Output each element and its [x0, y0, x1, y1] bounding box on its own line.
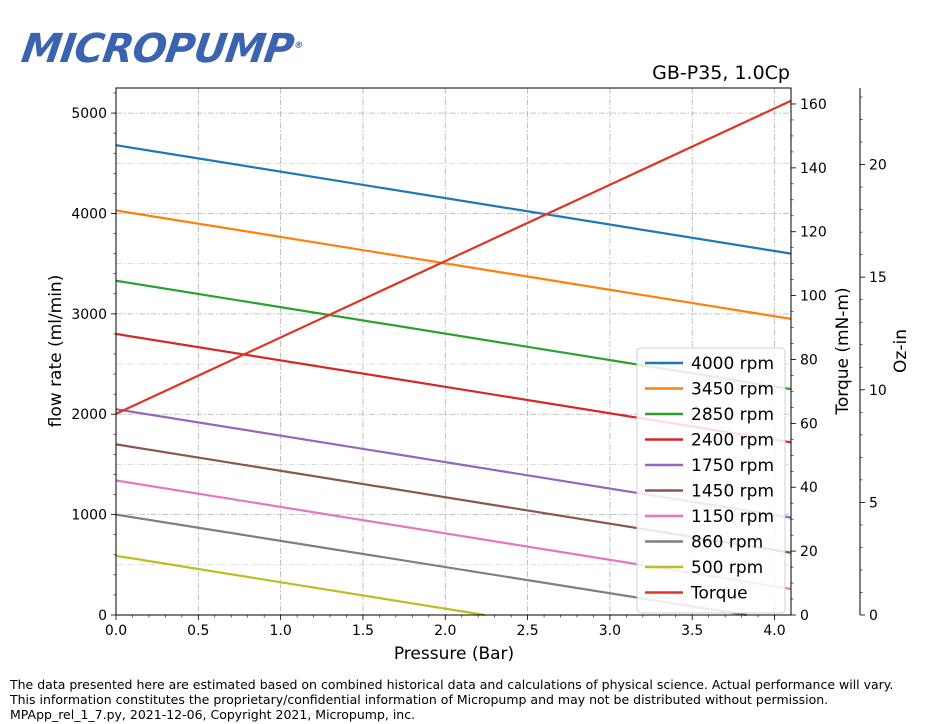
y3-tick-label: 10: [869, 383, 887, 399]
x-tick-label: 2.5: [516, 623, 538, 639]
y3-tick-label: 0: [869, 608, 878, 624]
y-tick-label: 3000: [71, 307, 107, 323]
series-line-4000-rpm: [115, 144, 792, 255]
legend-label: Torque: [690, 584, 748, 604]
y2-tick-label: 20: [800, 544, 818, 560]
axes: 0.0 0.5 1.0 1.5 2.0 2.5 3.0 3.5 4.00100020003000…: [71, 87, 887, 639]
legend-label: 500 rpm: [691, 558, 763, 578]
legend-label: 2400 rpm: [691, 431, 774, 451]
series-line-500-rpm: [115, 554, 485, 617]
legend-label: 1750 rpm: [691, 456, 774, 476]
y-tick-label: 2000: [71, 407, 107, 423]
y-axis-label: flow rate (ml/min): [46, 275, 66, 428]
y3-tick-label: 15: [869, 270, 887, 286]
y2-tick-label: 160: [800, 97, 827, 113]
series-line-3450-rpm: [115, 209, 792, 320]
y-tick-label: 1000: [71, 508, 107, 524]
y2-tick-label: 40: [800, 480, 818, 496]
x-tick-label: 3.0: [599, 623, 621, 639]
y3-axis-label: Oz-in: [891, 329, 911, 373]
y2-tick-label: 140: [800, 161, 827, 177]
x-axis-label: Pressure (Bar): [394, 644, 514, 664]
chart-title: GB-P35, 1.0Cp: [652, 62, 790, 84]
series-line-torque: [115, 99, 792, 415]
y2-tick-label: 60: [800, 416, 818, 432]
legend-label: 1150 rpm: [691, 507, 774, 527]
y3-tick-label: 5: [869, 495, 878, 511]
y2-tick-label: 80: [800, 352, 818, 368]
legend-label: 4000 rpm: [691, 354, 774, 374]
legend-label: 1450 rpm: [691, 482, 774, 502]
y-tick-label: 4000: [71, 206, 107, 222]
y-tick-label: 5000: [71, 106, 107, 122]
x-tick-label: 2.0: [434, 623, 456, 639]
x-tick-label: 4.0: [763, 623, 785, 639]
y3-tick-label: 20: [869, 158, 887, 174]
x-tick-label: 3.5: [681, 623, 703, 639]
disclaimer-footer: The data presented here are estimated ba…: [10, 677, 893, 722]
y2-axis-label: Torque (mN-m): [833, 287, 853, 415]
x-tick-label: 1.5: [352, 623, 374, 639]
y2-tick-label: 120: [800, 225, 827, 241]
footer-line-3: MPApp_rel_1_7.py, 2021-12-06, Copyright …: [10, 707, 416, 722]
footer-line-1: The data presented here are estimated ba…: [10, 677, 894, 692]
legend-label: 860 rpm: [691, 533, 763, 553]
legend-label: 2850 rpm: [691, 405, 774, 425]
y-tick-label: 0: [98, 608, 107, 624]
legend: 4000 rpm 3450 rpm 2850 rpm 2400 rpm 1750 rpm…: [636, 347, 786, 614]
footer-line-2: This information constitutes the proprie…: [10, 692, 829, 707]
y2-tick-label: 0: [800, 608, 809, 624]
x-tick-label: 1.0: [270, 623, 292, 639]
legend-label: 3450 rpm: [691, 380, 774, 400]
plot-frame: [115, 87, 792, 616]
y2-tick-label: 100: [800, 289, 827, 305]
x-tick-label: 0.5: [187, 623, 209, 639]
x-tick-label: 0.0: [105, 623, 127, 639]
